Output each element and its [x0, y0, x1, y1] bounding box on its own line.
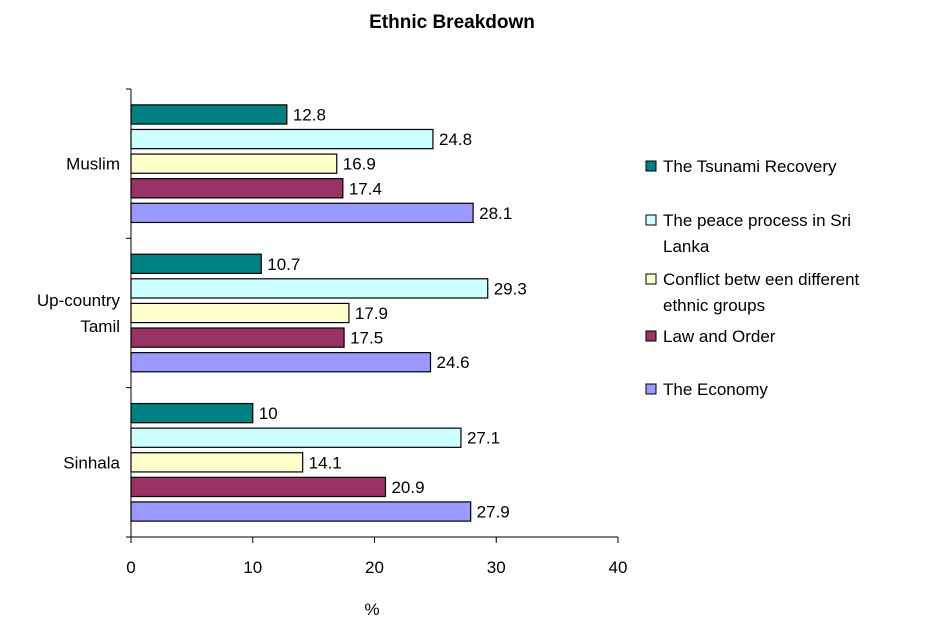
- legend-label: Conflict betw een different: [663, 270, 860, 289]
- data-label: 24.8: [439, 130, 472, 149]
- bar: [130, 327, 345, 348]
- data-label: 10.7: [267, 255, 300, 274]
- data-label: 17.9: [355, 304, 388, 323]
- x-tick-label: 20: [365, 558, 384, 577]
- chart-title: Ethnic Breakdown: [369, 12, 535, 33]
- data-label: 24.6: [437, 353, 470, 372]
- data-label: 27.9: [477, 503, 510, 522]
- category-label: Tamil: [80, 317, 120, 336]
- bar: [130, 402, 254, 424]
- legend-label: ethnic groups: [663, 296, 765, 315]
- x-tick-label: 0: [126, 558, 135, 577]
- bar: [130, 427, 462, 448]
- legend-label: Law and Order: [663, 327, 776, 346]
- legend-label: The peace process in Sri: [663, 211, 851, 230]
- x-tick-label: 30: [487, 558, 506, 577]
- category-label: Up-country: [37, 291, 121, 310]
- legend-swatch: [645, 383, 657, 395]
- x-tick-label: 10: [243, 558, 262, 577]
- legend-label: The Tsunami Recovery: [663, 157, 837, 176]
- bar: [130, 104, 288, 125]
- x-tick-label: 40: [609, 558, 628, 577]
- category-label: Sinhala: [63, 453, 120, 472]
- data-label: 12.8: [293, 105, 326, 124]
- data-label: 20.9: [391, 478, 424, 497]
- legend-label: Lanka: [663, 237, 710, 256]
- data-label: 14.1: [309, 453, 342, 472]
- legend-swatch: [645, 160, 657, 172]
- data-label: 17.4: [349, 179, 382, 198]
- legend-swatch: [645, 214, 657, 226]
- bar: [130, 253, 262, 274]
- legend-label: The Economy: [663, 380, 768, 399]
- bar: [130, 352, 432, 373]
- bar: [130, 501, 472, 522]
- bar: [130, 452, 304, 473]
- data-label: 28.1: [479, 204, 512, 223]
- data-label: 17.5: [350, 329, 383, 348]
- x-axis-label: %: [364, 600, 379, 619]
- bar: [130, 128, 434, 150]
- category-label: Muslim: [66, 155, 120, 174]
- data-label: 29.3: [494, 279, 527, 298]
- data-label: 27.1: [467, 429, 500, 448]
- data-label: 16.9: [343, 155, 376, 174]
- bar: [130, 476, 387, 498]
- legend-swatch: [645, 330, 657, 342]
- bar: [130, 202, 474, 224]
- bar: [130, 178, 344, 199]
- plot-area: 0 10 20 30 40 Muslim Up-country Tamil Sinhala 12.…: [37, 88, 628, 577]
- bar: [130, 278, 489, 299]
- bar: [130, 302, 350, 324]
- data-label: 10: [259, 404, 278, 423]
- legend-swatch: [645, 273, 657, 285]
- legend: The Tsunami Recovery The peace process in…: [645, 157, 860, 399]
- bar: [130, 153, 338, 174]
